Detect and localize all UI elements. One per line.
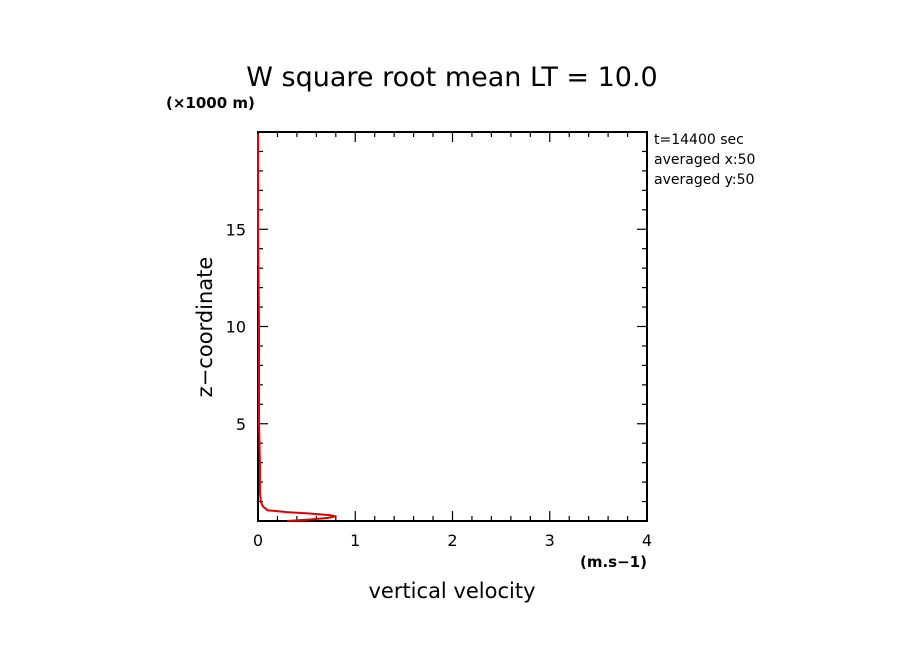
y-tick-label: 5 (236, 415, 246, 434)
x-tick-label: 3 (545, 531, 555, 550)
data-series (257, 133, 337, 522)
run-info-line: averaged y:50 (654, 172, 754, 188)
y-tick-label: 10 (226, 318, 246, 337)
y-tick-label: 15 (226, 220, 246, 239)
run-info-line: averaged x:50 (654, 152, 755, 168)
x-tick-label: 2 (447, 531, 457, 550)
run-info-line: t=14400 sec (654, 132, 744, 148)
x-tick-label: 1 (350, 531, 360, 550)
series-line (257, 133, 337, 522)
x-tick-label: 0 (253, 531, 263, 550)
x-axis-unit: (m.s−1) (580, 553, 647, 571)
y-axis-label: z−coordinate (193, 257, 217, 398)
x-tick-label: 4 (642, 531, 652, 550)
run-info: t=14400 sec averaged x:50 averaged y:50 (654, 132, 755, 188)
x-axis-label: vertical velocity (368, 579, 535, 603)
plot-frame (257, 131, 648, 522)
y-axis-unit: (×1000 m) (166, 94, 255, 112)
chart-title: W square root mean LT = 10.0 (246, 62, 657, 93)
axis-ticks: 0 1 2 3 4 5 10 15 (226, 131, 652, 550)
